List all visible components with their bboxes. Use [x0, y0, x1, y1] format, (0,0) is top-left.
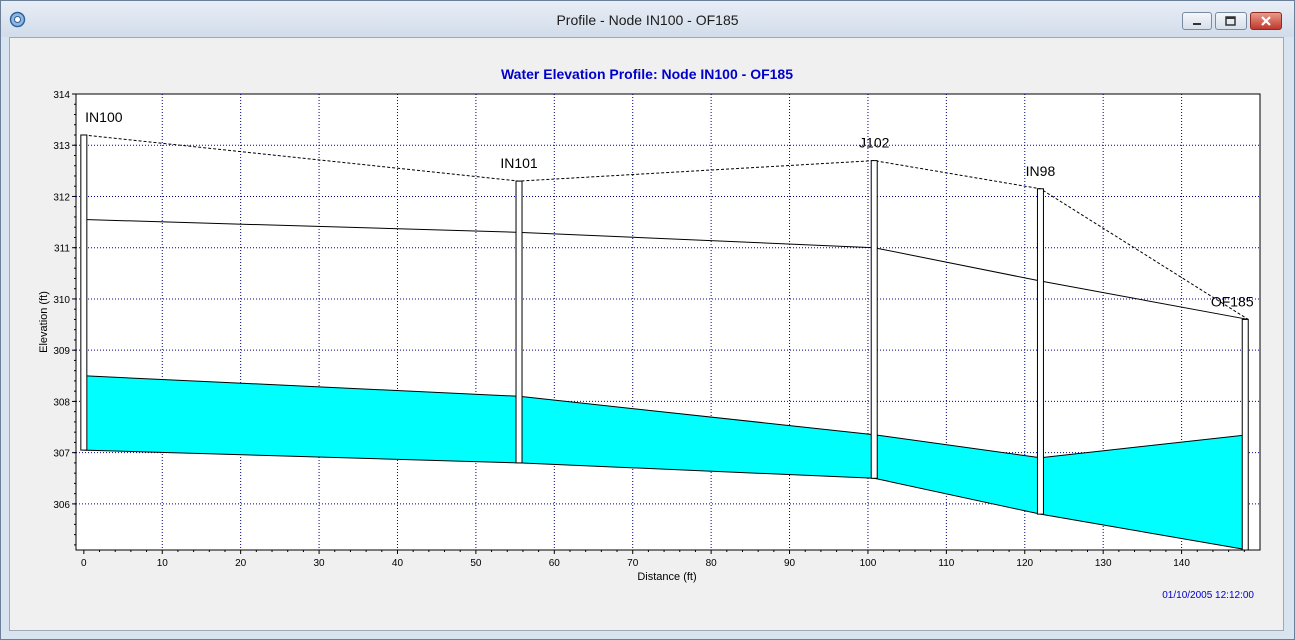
minimize-button[interactable] [1182, 12, 1212, 30]
app-icon[interactable] [9, 11, 26, 28]
x-tick-label: 130 [1095, 558, 1112, 569]
y-tick-label: 314 [53, 90, 70, 101]
water-fill [83, 375, 1249, 550]
maximize-button[interactable] [1215, 12, 1247, 30]
chart-title: Water Elevation Profile: Node IN100 - OF… [501, 66, 793, 82]
y-tick-label: 312 [53, 192, 70, 203]
node-label: IN101 [500, 155, 538, 171]
x-tick-label: 140 [1173, 558, 1190, 569]
water-elevation-chart: Water Elevation Profile: Node IN100 - OF… [38, 66, 1261, 601]
close-icon [1261, 16, 1271, 26]
y-tick-label: 308 [53, 397, 70, 408]
node-label: OF185 [1211, 293, 1254, 309]
node-structure [1036, 188, 1044, 515]
profile-plot-area[interactable]: Water Elevation Profile: Node IN100 - OF… [9, 37, 1284, 631]
title-bar[interactable]: Profile - Node IN100 - OF185 [1, 1, 1294, 37]
minimize-icon [1193, 23, 1201, 25]
y-tick-label: 310 [53, 295, 70, 306]
y-tick-label: 307 [53, 449, 70, 460]
y-tick-label: 311 [54, 244, 70, 255]
x-tick-label: 70 [627, 558, 639, 569]
x-tick-label: 10 [157, 558, 169, 569]
axes: 0 10 20 30 40 50 60 70 80 90 100 110 120 130 140 306 307… [53, 90, 1245, 569]
x-tick-label: 0 [81, 558, 87, 569]
y-tick-label: 313 [53, 141, 70, 152]
maximize-icon [1225, 16, 1236, 26]
x-tick-label: 100 [860, 558, 877, 569]
node-markers: IN100 IN101 J102 IN98 OF185 [80, 109, 1254, 551]
node-structure [870, 160, 878, 479]
timestamp: 01/10/2005 12:12:00 [1162, 590, 1254, 601]
x-tick-label: 20 [235, 558, 247, 569]
ground-surface-line [83, 134, 1249, 320]
y-tick-label: 309 [53, 346, 70, 357]
node-label: J102 [859, 135, 890, 151]
water-area [83, 375, 1249, 550]
x-tick-label: 40 [392, 558, 404, 569]
x-tick-label: 110 [938, 558, 954, 569]
window-title: Profile - Node IN100 - OF185 [556, 12, 739, 28]
node-label: IN98 [1026, 163, 1056, 179]
x-tick-label: 50 [470, 558, 482, 569]
node-structure [515, 180, 523, 464]
node-structure [1241, 318, 1249, 551]
y-axis-label: Elevation (ft) [38, 291, 50, 353]
x-tick-label: 30 [314, 558, 326, 569]
x-tick-label: 90 [784, 558, 796, 569]
node-label: IN100 [85, 109, 123, 125]
close-button[interactable] [1250, 12, 1282, 30]
x-tick-label: 80 [706, 558, 718, 569]
node-structure [80, 134, 88, 451]
x-tick-label: 120 [1016, 558, 1033, 569]
x-axis-label: Distance (ft) [637, 571, 696, 583]
y-tick-label: 306 [53, 500, 70, 511]
x-tick-label: 60 [549, 558, 561, 569]
